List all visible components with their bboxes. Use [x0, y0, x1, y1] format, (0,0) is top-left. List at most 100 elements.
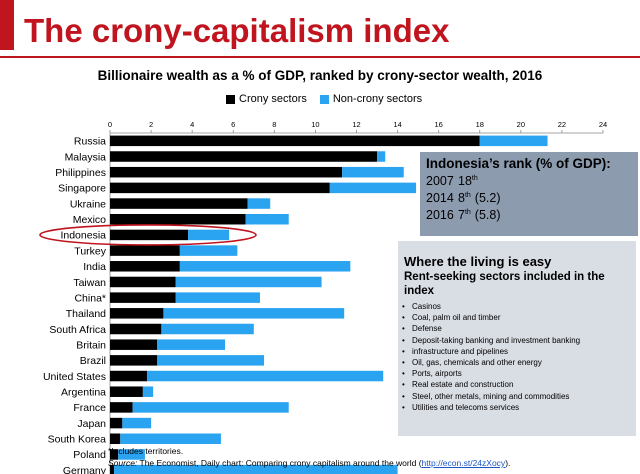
category-label: Thailand — [66, 308, 106, 320]
rank-row: 2016 7th (5.8) — [426, 208, 632, 222]
bar-crony — [110, 261, 180, 272]
category-label: Turkey — [74, 245, 106, 257]
bar-crony — [110, 417, 123, 429]
category-label: Poland — [73, 449, 106, 461]
category-label: India — [83, 261, 106, 273]
category-label: Taiwan — [73, 277, 106, 289]
bar-noncrony — [114, 464, 398, 474]
x-tick-label: 20 — [517, 120, 525, 129]
rent-seeking-item: Casinos — [402, 301, 632, 312]
title-rule — [0, 56, 640, 58]
bar-crony — [110, 198, 248, 209]
bar-crony — [110, 386, 143, 397]
rent-seeking-title: Where the living is easy — [404, 254, 552, 269]
category-label: Germany — [63, 465, 107, 474]
bar-crony — [110, 355, 158, 366]
footnote: *Includes territories. — [108, 446, 184, 456]
bar-noncrony — [175, 276, 322, 288]
x-tick-label: 18 — [476, 120, 484, 129]
bar-crony — [110, 402, 133, 413]
x-tick-label: 0 — [108, 120, 112, 129]
bar-noncrony — [142, 386, 154, 397]
indonesia-rank-box: Indonesia’s rank (% of GDP): 2007 18th 201… — [420, 152, 638, 236]
bar-crony — [110, 292, 176, 303]
bar-crony — [110, 323, 162, 335]
highlight-ellipse — [39, 224, 257, 246]
rent-seeking-subtitle: Rent-seeking sectors included in the ind… — [404, 271, 605, 297]
category-label: Britain — [76, 339, 106, 351]
rent-seeking-list: CasinosCoal, palm oil and timberDefenseD… — [402, 301, 632, 413]
source-link[interactable]: http://econ.st/24zXocy — [421, 458, 506, 468]
bar-noncrony — [175, 292, 260, 303]
bar-noncrony — [161, 323, 254, 335]
bar-crony — [110, 464, 115, 474]
rent-seeking-item: Deposit-taking banking and investment ba… — [402, 335, 632, 346]
legend-item-noncrony: Non-crony sectors — [319, 93, 423, 105]
title-accent-bar — [0, 0, 14, 50]
bar-noncrony — [377, 151, 386, 162]
rent-seeking-item: Utilities and telecoms services — [402, 402, 632, 413]
rank-year: 2016 — [426, 208, 454, 222]
x-tick-label: 24 — [599, 120, 607, 129]
x-tick-label: 10 — [311, 120, 319, 129]
rank-value: 18th — [458, 174, 478, 188]
legend-swatch-crony — [226, 94, 235, 104]
x-tick-label: 2 — [149, 120, 153, 129]
rent-seeking-item: Real estate and construction — [402, 379, 632, 390]
rank-value: 8th — [458, 191, 471, 205]
rent-seeking-item: Oil, gas, chemicals and other energy — [402, 357, 632, 368]
category-label: Singapore — [58, 183, 106, 195]
rank-row: 2007 18th — [426, 174, 632, 188]
bar-crony — [110, 433, 121, 445]
category-label: Brazil — [80, 355, 106, 367]
category-label: China* — [74, 292, 106, 304]
category-label: France — [73, 402, 106, 414]
rent-seeking-item: infrastructure and pipelines — [402, 346, 632, 357]
source-note: Source: The Economist, Daily chart: Comp… — [108, 458, 510, 468]
bar-noncrony — [122, 417, 152, 429]
rent-seeking-item: Steel, other metals, mining and commodit… — [402, 391, 632, 402]
x-tick-label: 16 — [434, 120, 442, 129]
bar-noncrony — [157, 355, 265, 366]
bar-noncrony — [132, 402, 289, 413]
x-tick-label: 12 — [352, 120, 360, 129]
bar-noncrony — [118, 449, 145, 460]
bar-noncrony — [329, 182, 417, 194]
rank-rows: 2007 18th 2014 8th (5.2) 2016 7th (5.8) — [426, 174, 632, 222]
bar-noncrony — [179, 261, 351, 272]
category-label: Russia — [74, 136, 106, 148]
legend-swatch-noncrony — [319, 94, 329, 104]
bar-noncrony — [146, 370, 384, 382]
bar-crony — [110, 151, 378, 162]
rent-seeking-item: Defense — [402, 323, 632, 334]
bar-noncrony — [188, 229, 230, 241]
category-label: Argentina — [61, 387, 106, 399]
bar-crony — [110, 449, 119, 460]
category-label: Ukraine — [70, 198, 106, 210]
rank-box-title: Indonesia’s rank (% of GDP): — [426, 156, 611, 171]
source-label: Source: — [108, 458, 138, 468]
category-label: Mexico — [73, 214, 106, 226]
legend-label-noncrony: Non-crony sectors — [332, 93, 423, 105]
category-label: South Korea — [48, 434, 107, 446]
category-label: Indonesia — [60, 230, 106, 242]
rank-value: 7th — [458, 208, 471, 222]
category-label: United States — [43, 371, 106, 383]
source-text: The Economist, Daily chart: Comparing cr… — [137, 458, 422, 468]
bar-crony — [110, 276, 176, 288]
bar-noncrony — [163, 308, 345, 319]
bar-crony — [110, 245, 180, 256]
slide-title: The crony-capitalism index — [24, 12, 450, 49]
bar-noncrony — [120, 433, 221, 445]
bar-crony — [110, 339, 158, 350]
category-label: Malaysia — [65, 151, 107, 163]
bar-noncrony — [247, 198, 271, 209]
legend-label-crony: Crony sectors — [239, 93, 307, 105]
rent-seeking-item: Coal, palm oil and timber — [402, 312, 632, 323]
source-end: ). — [505, 458, 511, 468]
bar-noncrony — [479, 135, 548, 147]
rent-seeking-box: Where the living is easy Rent-seeking se… — [398, 241, 636, 436]
x-tick-label: 6 — [231, 120, 235, 129]
bar-crony — [110, 213, 246, 225]
